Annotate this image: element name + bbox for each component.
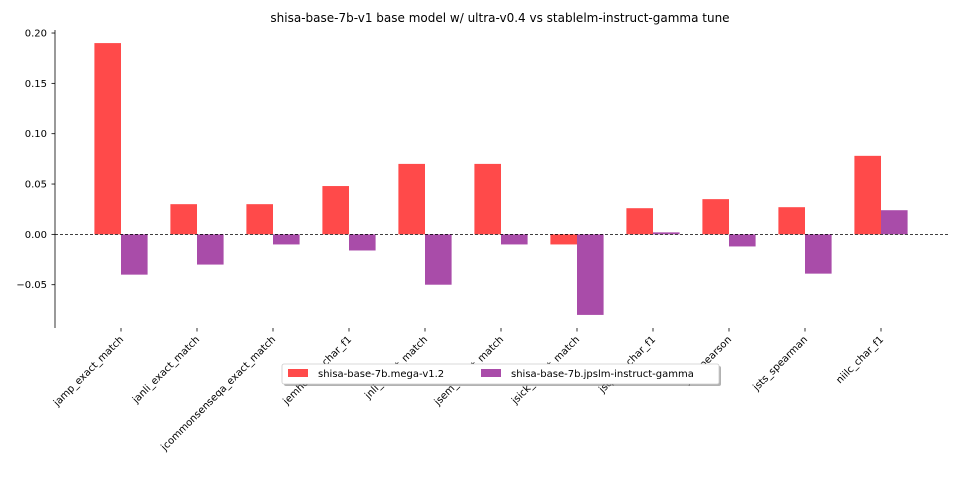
x-tick-label: janli_exact_match (130, 334, 202, 406)
y-tick-label: −0.05 (16, 280, 47, 291)
bar-1-jsquad-char-f1 (626, 208, 653, 235)
bar-2-jsick-exact-match (577, 234, 604, 315)
bar-2-jnli-exact-match (425, 234, 452, 285)
y-tick-label: 0.10 (25, 129, 47, 140)
bars-group (94, 43, 908, 315)
x-tick-label: niilc_char_f1 (834, 334, 886, 386)
legend-swatch-2 (481, 369, 501, 377)
bar-2-jemhopqa-char-f1 (349, 234, 376, 251)
bar-1-jsem-exact-match (474, 163, 501, 235)
legend-swatch-1 (288, 369, 308, 377)
bar-1-jnli-exact-match (398, 163, 425, 235)
chart-title: shisa-base-7b-v1 base model w/ ultra-v0.… (270, 11, 729, 25)
bar-2-jamp-exact-match (121, 234, 148, 275)
bar-2-jsem-exact-match (501, 234, 528, 245)
bar-2-jsquad-char-f1 (653, 232, 680, 235)
legend: shisa-base-7b.mega-v1.2 shisa-base-7b.jps… (281, 363, 721, 386)
bar-1-jsts-spearman (778, 207, 805, 235)
x-tick-label: jsts_spearman (751, 334, 810, 393)
bar-1-jamp-exact-match (94, 43, 121, 235)
bar-1-jcommonsenseqa-exact-match (246, 204, 273, 235)
bar-2-jsts-spearman (805, 234, 832, 274)
bar-1-jsick-exact-match (550, 234, 577, 245)
y-tick-label: 0.15 (25, 79, 47, 90)
legend-label-1: shisa-base-7b.mega-v1.2 (318, 369, 444, 380)
bar-2-janli-exact-match (197, 234, 224, 265)
legend-label-2: shisa-base-7b.jpslm-instruct-gamma (511, 369, 694, 380)
bar-2-niilc-char-f1 (881, 210, 908, 235)
y-tick-label: 0.00 (25, 230, 47, 241)
bar-2-jsts-pearson (729, 234, 756, 247)
x-tick-label: jamp_exact_match (51, 334, 126, 409)
bar-1-jsts-pearson (702, 199, 729, 235)
bar-2-jcommonsenseqa-exact-match (273, 234, 300, 245)
y-tick-label: 0.20 (25, 29, 47, 40)
bar-1-niilc-char-f1 (854, 155, 881, 235)
bar-1-jemhopqa-char-f1 (322, 186, 349, 235)
bar-1-janli-exact-match (170, 204, 197, 235)
y-tick-label: 0.05 (25, 180, 47, 191)
